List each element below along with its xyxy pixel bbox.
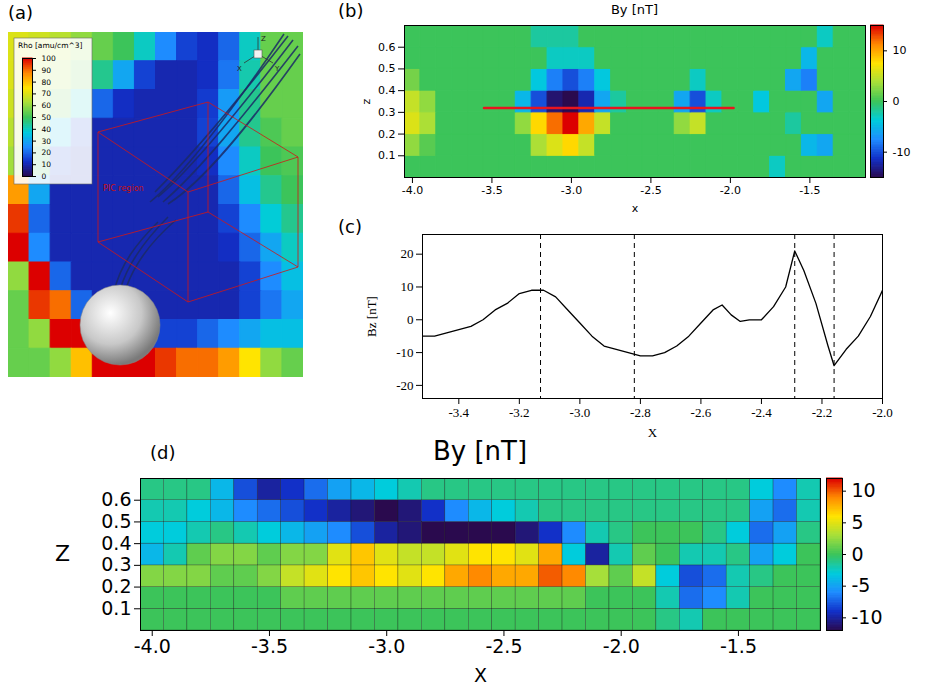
- svg-text:Bz [nT]: Bz [nT]: [364, 296, 379, 337]
- svg-text:10: 10: [852, 479, 876, 501]
- svg-text:0.6: 0.6: [378, 41, 396, 54]
- svg-text:0.1: 0.1: [101, 597, 131, 619]
- svg-text:-4.0: -4.0: [134, 635, 171, 657]
- svg-text:-2.8: -2.8: [630, 405, 651, 420]
- html-text:Z: Z: [55, 540, 71, 566]
- svg-text:-3.0: -3.0: [368, 635, 405, 657]
- svg-text:z: z: [360, 98, 373, 104]
- svg-text:0.2: 0.2: [101, 575, 131, 597]
- svg-text:-2.6: -2.6: [691, 405, 712, 420]
- svg-text:30: 30: [42, 137, 52, 146]
- svg-text:0.2: 0.2: [378, 128, 396, 141]
- svg-text:-3.4: -3.4: [449, 405, 470, 420]
- svg-text:0: 0: [893, 95, 900, 108]
- svg-text:-1.5: -1.5: [799, 184, 820, 197]
- svg-text:20: 20: [401, 246, 414, 261]
- svg-text:-2.0: -2.0: [603, 635, 640, 657]
- svg-text:-10: -10: [893, 146, 911, 159]
- svg-text:-2.5: -2.5: [485, 635, 522, 657]
- svg-text:0.5: 0.5: [101, 510, 131, 532]
- svg-text:90: 90: [42, 66, 52, 75]
- html-text:(b): (b): [338, 0, 364, 21]
- svg-text:50: 50: [42, 113, 52, 122]
- svg-text:0.3: 0.3: [378, 106, 396, 119]
- svg-text:10: 10: [401, 279, 414, 294]
- svg-text:0: 0: [852, 543, 864, 565]
- html-text:(a): (a): [8, 2, 34, 23]
- svg-text:-2.2: -2.2: [812, 405, 833, 420]
- svg-text:-1.5: -1.5: [720, 635, 757, 657]
- svg-text:10: 10: [42, 160, 52, 169]
- svg-text:-3.2: -3.2: [509, 405, 530, 420]
- svg-text:70: 70: [42, 89, 52, 98]
- html-text:By [nT]: By [nT]: [432, 436, 528, 466]
- svg-text:0.6: 0.6: [101, 488, 131, 510]
- html-text:(c): (c): [338, 216, 362, 237]
- svg-text:100: 100: [42, 54, 57, 63]
- svg-text:-2.4: -2.4: [751, 405, 772, 420]
- html-text:Rho [amu/cm^3]: Rho [amu/cm^3]: [18, 41, 83, 50]
- html-text:(d): (d): [150, 442, 176, 463]
- svg-text:5: 5: [852, 511, 864, 533]
- svg-text:20: 20: [42, 148, 52, 157]
- svg-text:40: 40: [42, 125, 52, 134]
- svg-text:-2.0: -2.0: [720, 184, 741, 197]
- svg-text:0: 0: [407, 312, 414, 327]
- svg-text:Y: Y: [274, 65, 280, 73]
- svg-text:0.5: 0.5: [378, 62, 396, 75]
- svg-text:-5: -5: [852, 574, 871, 596]
- svg-text:0.4: 0.4: [101, 532, 131, 554]
- svg-text:-4.0: -4.0: [402, 184, 423, 197]
- svg-text:10: 10: [893, 44, 907, 57]
- svg-text:0.3: 0.3: [101, 553, 131, 575]
- svg-text:60: 60: [42, 101, 52, 110]
- svg-text:-3.0: -3.0: [570, 405, 591, 420]
- svg-text:PIC region: PIC region: [103, 184, 144, 193]
- svg-text:-10: -10: [396, 345, 413, 360]
- svg-text:X: X: [237, 65, 242, 73]
- svg-text:X: X: [648, 425, 658, 440]
- svg-text:80: 80: [42, 78, 52, 87]
- svg-text:-2.0: -2.0: [872, 405, 893, 420]
- svg-text:Z: Z: [261, 35, 266, 43]
- svg-text:x: x: [632, 202, 639, 215]
- svg-text:-3.5: -3.5: [251, 635, 288, 657]
- svg-text:-3.5: -3.5: [481, 184, 502, 197]
- svg-text:-20: -20: [396, 378, 413, 393]
- svg-text:0.1: 0.1: [378, 149, 396, 162]
- svg-text:-10: -10: [852, 606, 883, 628]
- svg-text:0: 0: [42, 172, 47, 180]
- svg-text:-2.5: -2.5: [640, 184, 661, 197]
- svg-text:-3.0: -3.0: [561, 184, 582, 197]
- svg-text:X: X: [474, 664, 487, 686]
- svg-text:0.4: 0.4: [378, 84, 396, 97]
- html-text:By [nT]: By [nT]: [611, 2, 658, 17]
